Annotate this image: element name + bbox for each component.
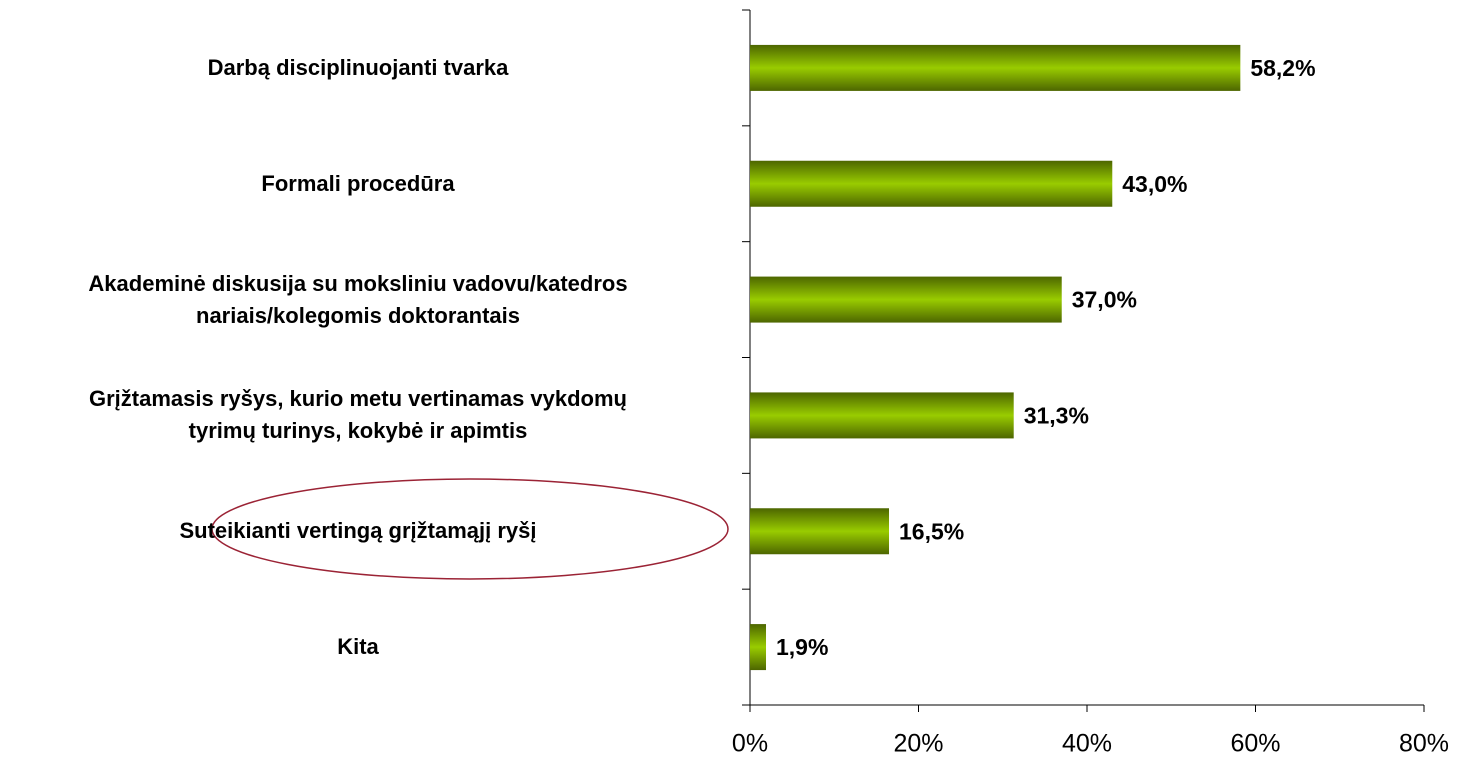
x-tick-label: 40%	[1062, 730, 1112, 758]
category-label: Formali procedūra	[261, 170, 455, 196]
value-label: 1,9%	[776, 634, 828, 660]
bar	[750, 44, 1241, 91]
bar	[750, 392, 1014, 439]
value-label: 37,0%	[1072, 287, 1137, 313]
value-label: 43,0%	[1122, 171, 1187, 197]
x-tick-label: 0%	[732, 730, 768, 758]
bar	[750, 160, 1113, 207]
bar	[750, 508, 890, 555]
category-label: Darbą disciplinuojanti tvarka	[207, 54, 509, 80]
value-label: 58,2%	[1250, 55, 1315, 81]
category-label: Akademinė diskusija su moksliniu vadovu/…	[88, 270, 628, 328]
category-label: Grįžtamasis ryšys, kurio metu vertinamas…	[88, 386, 627, 444]
bar	[750, 624, 767, 671]
highlight-ellipse	[211, 478, 729, 580]
category-label: Kita	[337, 634, 379, 660]
x-tick-label: 80%	[1399, 730, 1449, 758]
value-label: 16,5%	[899, 518, 964, 544]
x-tick-label: 60%	[1230, 730, 1280, 758]
value-label: 31,3%	[1024, 402, 1089, 428]
category-label: Suteikianti vertingą grįžtamąjį ryšį	[179, 518, 537, 544]
bar	[750, 276, 1062, 323]
x-tick-label: 20%	[893, 730, 943, 758]
